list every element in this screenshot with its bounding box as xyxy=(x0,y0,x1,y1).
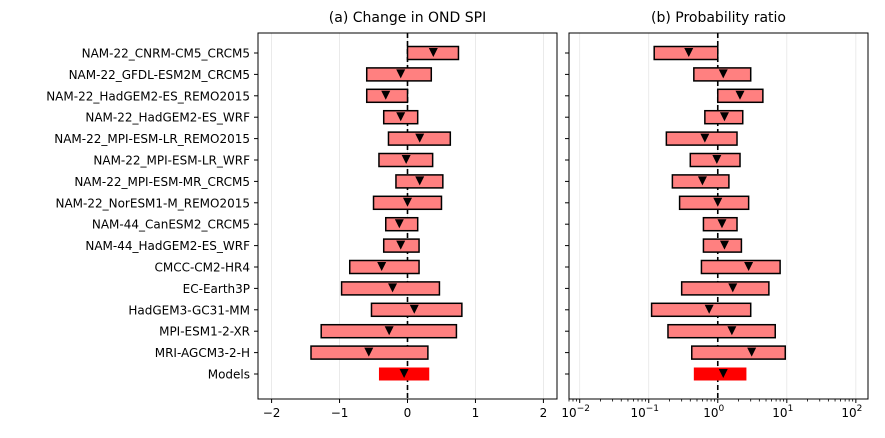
best-estimate-marker xyxy=(409,304,419,314)
best-estimate-marker xyxy=(719,240,729,250)
best-estimate-marker xyxy=(718,69,728,79)
y-tick-label: CMCC-CM2-HR4 xyxy=(154,261,250,275)
model-bar xyxy=(691,345,787,360)
ensemble-bar xyxy=(693,367,747,381)
x-tick-label: 10−1 xyxy=(630,404,659,420)
best-estimate-marker xyxy=(704,304,714,314)
y-tick-label: NAM-44_HadGEM2-ES_WRF xyxy=(85,239,250,253)
x-tick-label: 0 xyxy=(404,406,412,420)
model-bar xyxy=(665,131,738,146)
y-tick-label: HadGEM3-GC31-MM xyxy=(128,303,250,317)
model-bar xyxy=(667,323,776,339)
best-estimate-marker xyxy=(727,326,737,336)
best-estimate-marker xyxy=(744,262,754,271)
best-estimate-marker xyxy=(396,240,406,250)
y-tick-label: Models xyxy=(208,368,250,382)
y-tick-label: NAM-22_MPI-ESM-MR_CRCM5 xyxy=(74,175,250,189)
x-tick-label: 1 xyxy=(472,406,480,420)
best-estimate-marker xyxy=(747,347,757,357)
best-estimate-marker xyxy=(401,155,411,164)
best-estimate-marker xyxy=(712,155,722,164)
model-bar xyxy=(700,259,781,275)
best-estimate-marker xyxy=(384,326,394,336)
best-estimate-marker xyxy=(428,48,438,57)
y-tick-label: EC-Earth3P xyxy=(183,282,250,296)
y-tick-label: NAM-22_CNRM-CM5_CRCM5 xyxy=(82,47,250,61)
model-bar xyxy=(650,302,752,318)
panel-title: (a) Change in OND SPI xyxy=(329,10,486,26)
best-estimate-marker xyxy=(728,283,738,293)
x-tick-label: −2 xyxy=(263,406,281,420)
model-bar xyxy=(702,238,743,253)
y-tick-label: NAM-22_MPI-ESM-LR_WRF xyxy=(93,154,250,168)
best-estimate-marker xyxy=(415,133,425,143)
plot-frame xyxy=(568,32,869,400)
panel-a-change-in-spi: NAM-22_CNRM-CM5_CRCM5 NAM-22_GFDL-ESM2M_C… xyxy=(46,10,558,420)
panel-title: (b) Probability ratio xyxy=(651,10,786,26)
best-estimate-marker xyxy=(735,90,745,100)
x-tick-label: 102 xyxy=(841,404,862,420)
best-estimate-marker xyxy=(396,69,406,79)
y-tick-label: NAM-22_HadGEM2-ES_REMO2015 xyxy=(46,89,250,103)
x-tick-label: 100 xyxy=(703,404,724,420)
best-estimate-marker xyxy=(403,197,412,207)
best-estimate-marker xyxy=(399,369,409,378)
best-estimate-marker xyxy=(381,90,391,100)
model-bar xyxy=(370,302,463,318)
model-bar xyxy=(680,281,770,296)
panel-b-probability-ratio: 10−2 10−1 100 101 102 (b) Probability ratio xyxy=(561,10,869,420)
best-estimate-marker xyxy=(396,112,406,122)
best-estimate-marker xyxy=(388,283,398,293)
model-bar xyxy=(348,259,420,275)
best-estimate-marker xyxy=(719,112,729,122)
best-estimate-marker xyxy=(697,176,707,186)
y-tick-label: NAM-22_NorESM1-M_REMO2015 xyxy=(55,196,250,210)
x-tick-label: 2 xyxy=(540,406,548,420)
best-estimate-marker xyxy=(364,347,374,357)
model-bar xyxy=(678,195,750,211)
model-bar xyxy=(653,45,719,61)
y-tick-label: MPI-ESM1-2-XR xyxy=(159,325,250,339)
model-bar xyxy=(385,216,419,232)
x-tick-label: 10−2 xyxy=(561,404,590,420)
y-tick-label: NAM-22_HadGEM2-ES_WRF xyxy=(85,111,250,125)
best-estimate-marker xyxy=(718,369,728,378)
y-tick-label: NAM-44_CanESM2_CRCM5 xyxy=(92,218,250,232)
best-estimate-marker xyxy=(377,262,387,271)
x-tick-label: −1 xyxy=(331,406,349,420)
best-estimate-marker xyxy=(415,176,425,186)
best-estimate-marker xyxy=(713,197,723,207)
x-tick-label: 101 xyxy=(772,404,793,420)
best-estimate-marker xyxy=(717,219,727,229)
y-tick-label: NAM-22_GFDL-ESM2M_CRCM5 xyxy=(69,68,250,82)
y-tick-label: MRI-AGCM3-2-H xyxy=(155,346,250,360)
best-estimate-marker xyxy=(684,48,694,57)
y-tick-label: NAM-22_MPI-ESM-LR_REMO2015 xyxy=(54,132,250,146)
best-estimate-marker xyxy=(700,133,710,143)
best-estimate-marker xyxy=(394,219,404,229)
model-bar xyxy=(340,281,441,296)
